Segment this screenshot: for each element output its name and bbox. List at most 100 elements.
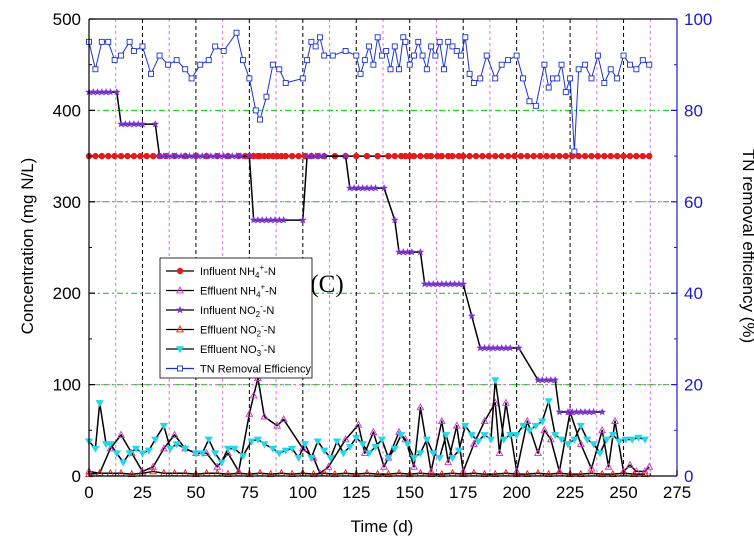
x-ticks: 0 25 50 75 100 125 150 175 200 225 250 275 — [84, 470, 691, 502]
legend-label-influent_no2: Influent NO2--N — [200, 302, 274, 319]
data-point-effluent_no3 — [531, 422, 540, 430]
data-point-effluent_no3 — [238, 453, 248, 461]
data-point-effluent_no3 — [191, 450, 201, 458]
data-point-effluent_no3 — [144, 447, 153, 455]
data-point-tn_eff — [92, 66, 99, 73]
data-point-influent_nh4 — [427, 152, 435, 160]
data-point-effluent_no3 — [95, 400, 104, 408]
data-point-influent_nh4 — [524, 152, 531, 160]
data-point-tn_eff — [567, 75, 574, 82]
data-point-tn_eff — [98, 38, 105, 45]
data-point-effluent_no3 — [491, 377, 500, 385]
data-point-effluent_no3 — [332, 438, 342, 446]
data-point-tn_eff — [361, 57, 368, 64]
data-point-effluent_nh4 — [546, 435, 555, 443]
data-point-tn_eff — [445, 38, 452, 45]
left-tick-label: 300 — [53, 193, 81, 212]
data-point-effluent_no2 — [149, 467, 158, 475]
data-point-influent_no2 — [106, 87, 115, 96]
data-point-tn_eff — [453, 48, 460, 54]
data-point-tn_eff — [449, 43, 456, 50]
data-point-tn_eff — [130, 48, 137, 54]
data-point-tn_eff — [182, 66, 189, 73]
left-tick-label: 200 — [53, 284, 81, 303]
data-point-effluent_nh4 — [444, 457, 453, 466]
data-point-effluent_nh4 — [501, 398, 510, 406]
right-tick-label: 0 — [684, 467, 693, 486]
data-point-effluent_no3 — [247, 438, 256, 446]
data-point-influent_nh4 — [517, 152, 525, 160]
data-point-effluent_no3 — [281, 447, 290, 455]
data-point-influent_nh4 — [536, 152, 544, 160]
data-point-tn_eff — [233, 29, 240, 36]
data-point-influent_nh4 — [607, 152, 614, 160]
data-point-tn_eff — [436, 38, 443, 45]
data-point-influent_nh4 — [613, 152, 621, 160]
data-point-effluent_nh4 — [611, 416, 619, 425]
data-point-tn_eff — [148, 70, 154, 77]
data-point-effluent_nh4 — [260, 412, 269, 420]
data-point-effluent_nh4 — [149, 462, 158, 470]
data-point-tn_eff — [173, 57, 180, 64]
x-tick-label: 50 — [186, 483, 205, 502]
data-point-tn_eff — [188, 75, 195, 82]
x-tick-label: 25 — [133, 483, 152, 502]
data-point-effluent_no3 — [640, 436, 650, 444]
data-point-influent_no2 — [112, 87, 121, 96]
data-point-tn_eff — [366, 43, 373, 50]
data-point-effluent_no3 — [608, 432, 617, 440]
data-point-effluent_no3 — [390, 445, 399, 453]
data-point-influent_nh4 — [282, 152, 289, 160]
data-point-tn_eff — [374, 34, 381, 41]
data-point-influent_no2 — [551, 375, 560, 384]
data-point-influent_no2 — [416, 247, 425, 256]
data-point-effluent_no3 — [551, 432, 560, 440]
data-point-tn_eff — [197, 61, 204, 68]
data-point-effluent_no3 — [474, 438, 483, 446]
data-point-tn_eff — [212, 43, 219, 50]
data-point-influent_nh4 — [588, 152, 595, 160]
data-point-influent_nh4 — [485, 152, 493, 160]
legend-label-tn_eff: TN Removal Efficiency — [200, 364, 312, 376]
data-point-tn_eff — [513, 52, 520, 59]
data-point-tn_eff — [532, 102, 539, 109]
legend-label-influent_nh4: Influent NH4+-N — [200, 263, 276, 280]
data-point-tn_eff — [406, 61, 413, 68]
data-point-effluent_no3 — [518, 422, 528, 430]
data-point-effluent_no3 — [435, 454, 444, 462]
data-point-effluent_no3 — [151, 436, 160, 444]
data-point-effluent_no3 — [288, 445, 297, 453]
data-point-effluent_no3 — [467, 432, 476, 440]
right-tick-label: 60 — [684, 193, 703, 212]
data-point-effluent_no3 — [172, 441, 181, 449]
data-point-effluent_nh4 — [625, 460, 634, 468]
data-point-effluent_no3 — [358, 441, 367, 449]
data-point-tn_eff — [541, 61, 548, 68]
data-point-influent_nh4 — [646, 152, 653, 160]
data-point-effluent_nh4 — [117, 430, 126, 438]
x-tick-label: 175 — [449, 483, 477, 502]
data-point-tn_eff — [627, 61, 633, 68]
data-point-influent_nh4 — [472, 152, 480, 160]
data-point-tn_eff — [304, 57, 311, 64]
data-point-influent_nh4 — [385, 152, 392, 160]
data-point-influent_nh4 — [562, 152, 570, 160]
data-point-influent_nh4 — [137, 152, 144, 160]
data-point-effluent_nh4 — [480, 416, 489, 425]
data-point-influent_nh4 — [620, 152, 627, 160]
x-tick-label: 100 — [289, 483, 317, 502]
data-point-influent_no2 — [341, 151, 350, 160]
data-point-tn_eff — [342, 48, 349, 54]
data-point-tn_eff — [440, 66, 447, 73]
data-point-influent_nh4 — [556, 152, 563, 160]
data-point-effluent_no3 — [525, 427, 534, 435]
data-point-effluent_no3 — [313, 438, 322, 446]
data-point-tn_eff — [466, 70, 473, 77]
right-tick-label: 40 — [684, 284, 703, 303]
data-point-effluent_no3 — [320, 447, 329, 455]
data-point-effluent_no3 — [615, 438, 624, 446]
panel-label: (C) — [310, 271, 343, 298]
right-y-axis-title: TN removal efficiency (%) — [739, 149, 754, 343]
data-point-effluent_no3 — [397, 432, 406, 440]
data-point-tn_eff — [614, 75, 621, 82]
